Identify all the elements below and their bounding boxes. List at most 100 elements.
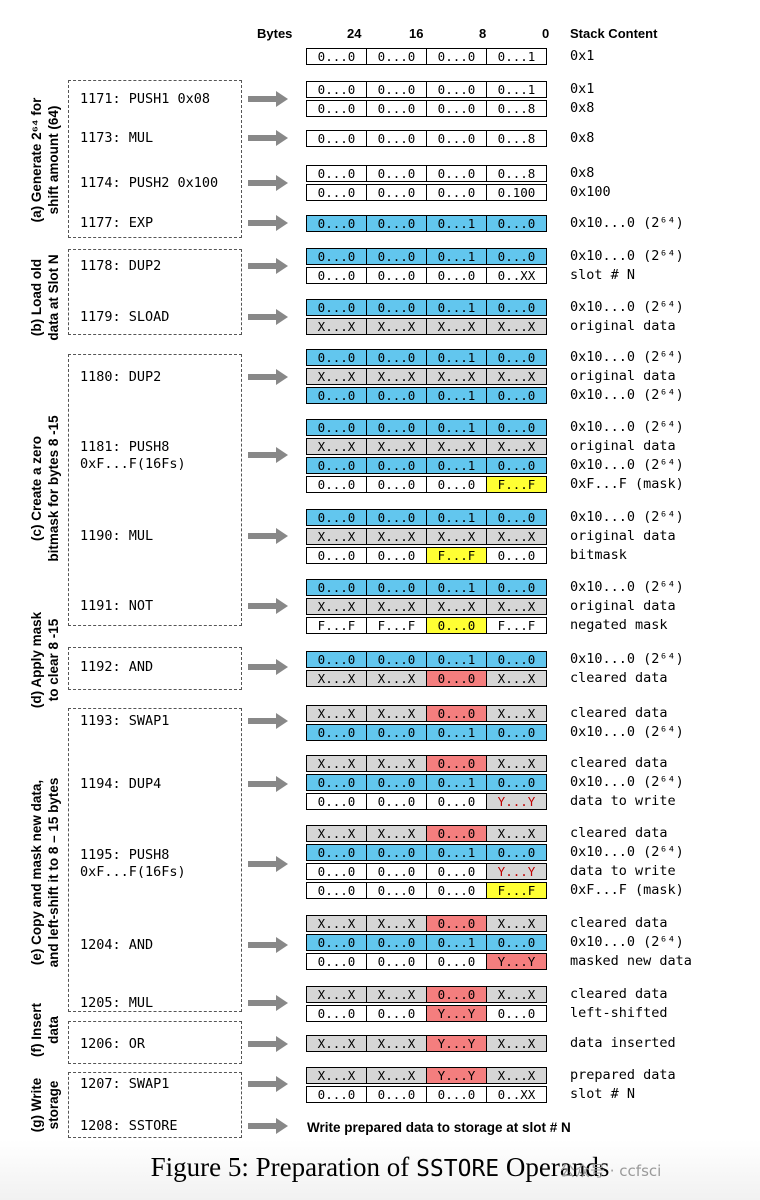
stack-cell: F...F xyxy=(366,617,427,634)
stack-cell: 0...0 xyxy=(306,387,367,404)
stack-cell: X...X xyxy=(366,438,427,455)
group-label-c: (c) Create a zero bitmask for bytes 8 -15 xyxy=(29,415,61,562)
stack-cell: X...X xyxy=(306,528,367,545)
stack-cell: 0...0 xyxy=(306,547,367,564)
instruction-1206: 1206: OR xyxy=(80,1036,146,1052)
stack-cell: 0...0 xyxy=(366,1005,427,1022)
stack-cell: X...X xyxy=(366,825,427,842)
stack-cell: 0...1 xyxy=(426,299,487,316)
arrow-icon xyxy=(248,175,288,191)
stack-row: X...X X...X X...X X...X xyxy=(306,318,547,335)
stack-cell: X...X xyxy=(366,755,427,772)
stack-row: 0...0 0...0 F...F 0...0 xyxy=(306,547,547,564)
arrow-icon xyxy=(248,776,288,792)
header-bytes: Bytes xyxy=(257,26,293,41)
instruction-1180: 1180: DUP2 xyxy=(80,369,162,385)
group-box-a xyxy=(68,80,242,238)
stack-row: 0...0 0...0 0...0 Y...Y xyxy=(306,953,547,970)
stack-cell: 0...0 xyxy=(426,130,487,147)
stack-cell: X...X xyxy=(426,528,487,545)
group-box-g xyxy=(68,1072,242,1138)
stack-cell: 0...0 xyxy=(486,547,547,564)
stack-row: X...X X...X 0...0 X...X xyxy=(306,986,547,1003)
stack-cell: 0...0 xyxy=(366,844,427,861)
instruction-1204: 1204: AND xyxy=(80,937,154,953)
stack-row: 0...0 0...0 0...0 0..XX xyxy=(306,267,547,284)
stack-cell: X...X xyxy=(366,705,427,722)
stack-cell: 0...0 xyxy=(306,882,367,899)
stack-row: 0...0 0...0 0...0 0...8 xyxy=(306,165,547,182)
stack-cell: 0...1 xyxy=(426,774,487,791)
stack-cell: 0...1 xyxy=(426,651,487,668)
stack-cell: 0...0 xyxy=(306,509,367,526)
stack-row: 0...0 0...0 0...0 0...8 xyxy=(306,100,547,117)
stack-cell: 0...8 xyxy=(486,130,547,147)
stack-content-label: 0x10...0 (2⁶⁴) xyxy=(570,215,684,231)
stack-cell: 0...0 xyxy=(486,419,547,436)
stack-cell: 0...1 xyxy=(426,248,487,265)
stack-cell: X...X xyxy=(306,318,367,335)
final-write-text: Write prepared data to storage at slot #… xyxy=(307,1120,571,1135)
stack-cell: X...X xyxy=(486,986,547,1003)
stack-cell: X...X xyxy=(306,368,367,385)
stack-cell: 0...0 xyxy=(306,793,367,810)
stack-cell: 0...0 xyxy=(486,651,547,668)
header-stack-content: Stack Content xyxy=(570,26,658,41)
stack-content-label: 0x10...0 (2⁶⁴) xyxy=(570,457,684,473)
stack-cell: 0..XX xyxy=(486,267,547,284)
stack-cell: 0...0 xyxy=(426,755,487,772)
stack-cell: 0...0 xyxy=(426,793,487,810)
stack-content-label: cleared data xyxy=(570,915,668,931)
stack-cell: 0...0 xyxy=(306,100,367,117)
stack-content-label: 0x10...0 (2⁶⁴) xyxy=(570,651,684,667)
stack-cell: 0...0 xyxy=(426,81,487,98)
stack-content-label: 0x8 xyxy=(570,165,595,181)
stack-cell: 0...0 xyxy=(306,419,367,436)
stack-row: X...X X...X 0...0 X...X xyxy=(306,705,547,722)
stack-cell: 0...0 xyxy=(426,705,487,722)
stack-content-label: 0x10...0 (2⁶⁴) xyxy=(570,934,684,950)
stack-content-label: negated mask xyxy=(570,617,668,633)
stack-cell: 0...0 xyxy=(366,248,427,265)
stack-cell: 0...0 xyxy=(486,774,547,791)
stack-cell: 0...0 xyxy=(306,215,367,232)
stack-content-label: original data xyxy=(570,528,676,544)
stack-cell: 0...0 xyxy=(306,267,367,284)
stack-cell: 0...0 xyxy=(366,547,427,564)
stack-row: X...X X...X 0...0 X...X xyxy=(306,825,547,842)
stack-row: 0...0 0...0 Y...Y 0...0 xyxy=(306,1005,547,1022)
instruction-1191: 1191: NOT xyxy=(80,598,154,614)
stack-cell: 0...0 xyxy=(426,986,487,1003)
arrow-icon xyxy=(248,130,288,146)
stack-cell: 0...0 xyxy=(426,100,487,117)
arrow-icon xyxy=(248,309,288,325)
stack-cell: 0...0 xyxy=(426,825,487,842)
stack-cell: Y...Y xyxy=(426,1035,487,1052)
stack-row: 0...0 0...0 0...0 0...8 xyxy=(306,130,547,147)
stack-content-label: cleared data xyxy=(570,986,668,1002)
stack-cell: 0...0 xyxy=(366,509,427,526)
stack-cell: X...X xyxy=(306,598,367,615)
stack-row: 0...0 0...0 0...1 0...0 xyxy=(306,419,547,436)
stack-cell: 0...0 xyxy=(486,349,547,366)
stack-cell: 0...0 xyxy=(426,165,487,182)
stack-cell: X...X xyxy=(366,986,427,1003)
stack-cell: 0...0 xyxy=(306,184,367,201)
stack-cell: 0...0 xyxy=(366,457,427,474)
stack-row: 0...0 0...0 0...1 0...0 xyxy=(306,724,547,741)
stack-cell: 0...0 xyxy=(486,934,547,951)
stack-cell: 0...1 xyxy=(426,387,487,404)
stack-content-label: data to write xyxy=(570,863,676,879)
stack-cell: 0...0 xyxy=(306,299,367,316)
stack-cell: 0...0 xyxy=(426,267,487,284)
stack-content-label: left-shifted xyxy=(570,1005,668,1021)
stack-cell: 0...0 xyxy=(486,299,547,316)
stack-content-label: 0x10...0 (2⁶⁴) xyxy=(570,844,684,860)
stack-row: 0...0 0...0 0...0 0.100 xyxy=(306,184,547,201)
stack-cell: X...X xyxy=(366,528,427,545)
stack-cell: 0...0 xyxy=(306,81,367,98)
stack-cell: X...X xyxy=(306,438,367,455)
instruction-1190: 1190: MUL xyxy=(80,528,154,544)
watermark: 公众号 · ccfsci xyxy=(560,1162,662,1180)
stack-cell: X...X xyxy=(306,986,367,1003)
